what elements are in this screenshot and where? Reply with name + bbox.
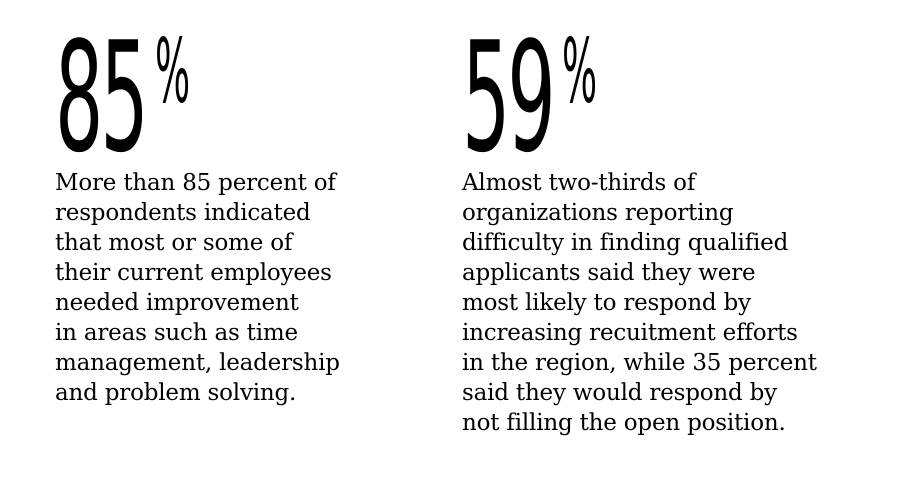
percent-sign: % [155,20,191,123]
stat-description: Almost two-thirds of organizations repor… [462,170,817,436]
stat-block-85-percent: 85 % More than 85 percent of respondents… [55,9,395,408]
stat-figure: 85 % [55,9,395,186]
stat-figure: 59 % [462,9,882,186]
stat-block-59-percent: 59 % Almost two-thirds of organizations … [462,9,882,438]
stat-number: 59 [462,9,556,186]
stat-description: More than 85 percent of respondents indi… [55,170,340,406]
stat-number: 85 [55,9,149,186]
percent-sign: % [562,20,598,123]
